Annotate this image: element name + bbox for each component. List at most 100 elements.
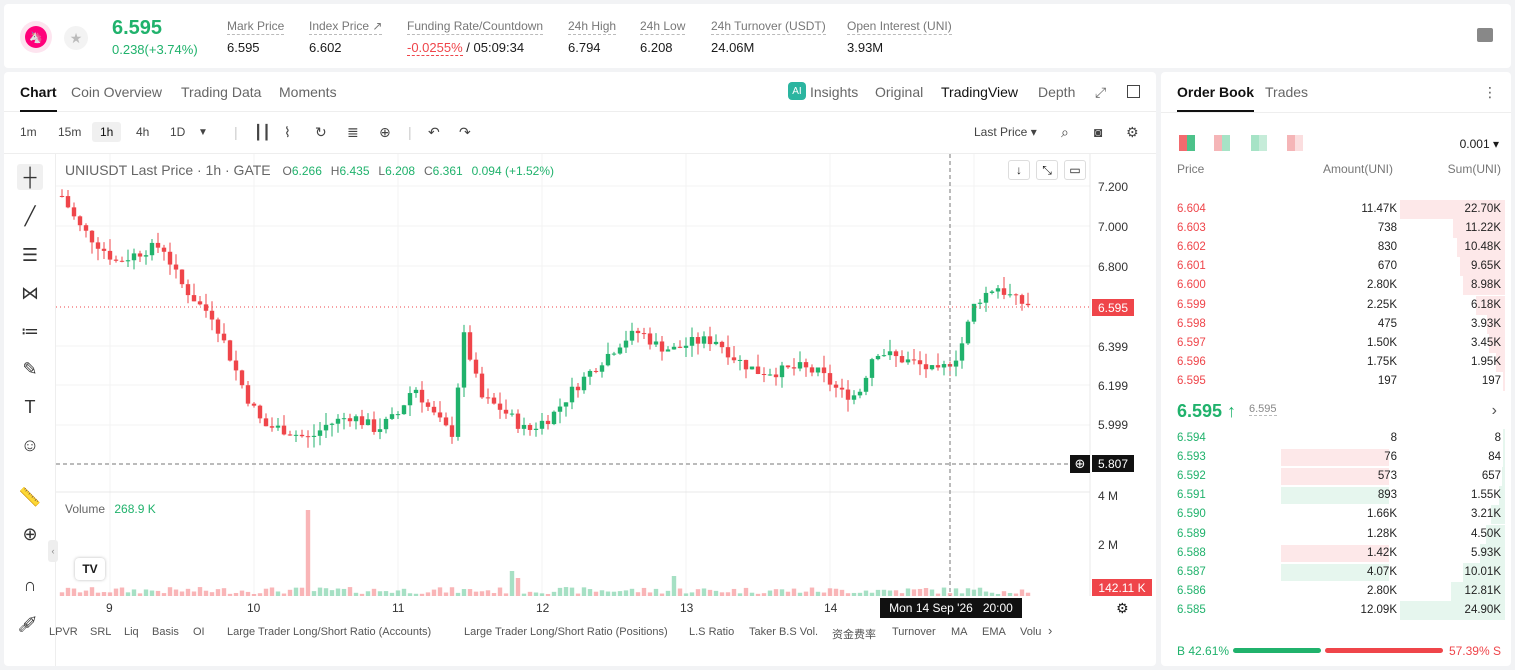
- stat-mark-price[interactable]: Mark Price 6.595: [227, 19, 285, 55]
- view-both-icon[interactable]: [1179, 135, 1195, 151]
- timeframe-1m[interactable]: 1m: [20, 125, 37, 139]
- bid-row[interactable]: 6.589 1.28K 4.50K: [1161, 524, 1511, 544]
- parallel-lines-icon[interactable]: ☰: [21, 244, 39, 265]
- tab-tradingview[interactable]: TradingView: [941, 84, 1019, 100]
- indicator-liq[interactable]: Liq: [124, 626, 139, 638]
- indicator-lpvr[interactable]: LPVR: [49, 626, 78, 638]
- tab-insights[interactable]: Insights: [810, 84, 859, 100]
- bid-row[interactable]: 6.593 76 84: [1161, 448, 1511, 468]
- bid-row[interactable]: 6.590 1.66K 3.21K: [1161, 505, 1511, 525]
- stat-funding-rate[interactable]: Funding Rate/Countdown -0.0255% / 05:09:3…: [407, 19, 544, 56]
- indicator-ls-accounts[interactable]: Large Trader Long/Short Ratio (Accounts): [227, 626, 432, 638]
- bid-row[interactable]: 6.587 4.07K 10.01K: [1161, 562, 1511, 582]
- timeframe-1d[interactable]: 1D: [170, 125, 186, 139]
- indicator-basis[interactable]: Basis: [152, 626, 179, 638]
- brush-icon[interactable]: ✎: [22, 358, 38, 379]
- scroll-down-icon[interactable]: ↓: [1008, 160, 1030, 180]
- redo-icon[interactable]: ↷: [459, 124, 471, 140]
- indicator-oi[interactable]: OI: [193, 626, 205, 638]
- add-order-icon[interactable]: ⊕: [1070, 455, 1090, 473]
- emoji-icon[interactable]: ☺: [20, 434, 40, 455]
- favorite-star-icon[interactable]: ★: [64, 26, 88, 50]
- timeframe-4h[interactable]: 4h: [136, 125, 150, 139]
- tab-order-book[interactable]: Order Book: [1177, 84, 1255, 112]
- add-alert-icon[interactable]: ⊕: [379, 124, 391, 140]
- ask-row[interactable]: 6.600 2.80K 8.98K: [1161, 276, 1511, 296]
- view-compact-icon[interactable]: [1287, 135, 1303, 151]
- volume-bar: [425, 592, 431, 596]
- indicator-ma[interactable]: MA: [951, 626, 968, 638]
- indicators-icon[interactable]: ⌇: [284, 124, 291, 140]
- edit-icon[interactable]: ✐: [18, 621, 29, 636]
- trendline-icon[interactable]: ╱: [24, 205, 36, 226]
- tab-trades[interactable]: Trades: [1265, 84, 1309, 100]
- more-menu-icon[interactable]: ⋮: [1483, 84, 1497, 100]
- ask-row[interactable]: 6.597 1.50K 3.45K: [1161, 333, 1511, 353]
- collapse-toolbar-icon[interactable]: ‹: [48, 540, 58, 562]
- view-bids-icon[interactable]: [1251, 135, 1267, 151]
- indicator-ema[interactable]: EMA: [982, 626, 1006, 638]
- indicator-taker-vol[interactable]: Taker B.S Vol.: [749, 626, 819, 638]
- ask-row[interactable]: 6.598 475 3.93K: [1161, 314, 1511, 334]
- expand-icon[interactable]: ⤢: [1095, 84, 1107, 100]
- ask-row[interactable]: 6.599 2.25K 6.18K: [1161, 295, 1511, 315]
- bid-row[interactable]: 6.591 893 1.55K: [1161, 486, 1511, 506]
- candle-body: [935, 365, 941, 368]
- bid-row[interactable]: 6.594 8 8: [1161, 429, 1511, 448]
- ask-row[interactable]: 6.602 830 10.48K: [1161, 238, 1511, 258]
- crosshair-icon[interactable]: ┼: [17, 164, 43, 190]
- view-asks-icon[interactable]: [1214, 135, 1230, 151]
- ask-row[interactable]: 6.595 197 197: [1161, 371, 1511, 391]
- pattern-icon[interactable]: ⋈: [21, 282, 39, 303]
- fib-icon[interactable]: ≔: [21, 320, 39, 341]
- book-icon[interactable]: [1477, 28, 1493, 42]
- indicator-ls-ratio[interactable]: L.S Ratio: [689, 626, 735, 638]
- tab-trading-data[interactable]: Trading Data: [181, 84, 262, 100]
- ruler-icon[interactable]: 📏: [18, 486, 42, 507]
- indicator-ls-positions[interactable]: Large Trader Long/Short Ratio (Positions…: [464, 626, 668, 638]
- tab-depth[interactable]: Depth: [1038, 84, 1076, 100]
- stat-index-price[interactable]: Index Price ↗ 6.602: [309, 19, 383, 55]
- timeframe-1h[interactable]: 1h: [92, 122, 122, 142]
- tab-original[interactable]: Original: [875, 84, 924, 100]
- price-source-select[interactable]: Last Price ▾: [974, 125, 1037, 139]
- bid-row[interactable]: 6.585 12.09K 24.90K: [1161, 600, 1511, 620]
- scroll-right-icon[interactable]: ›: [1048, 623, 1053, 638]
- collapse-icon[interactable]: ⤡: [1036, 160, 1058, 180]
- timeframe-dropdown-icon[interactable]: ▼: [198, 127, 208, 138]
- chart-settings-icon[interactable]: ▭: [1064, 160, 1086, 180]
- ask-row[interactable]: 6.601 670 9.65K: [1161, 257, 1511, 277]
- reset-chart-icon[interactable]: ⚙: [1116, 600, 1129, 616]
- bid-row[interactable]: 6.588 1.42K 5.93K: [1161, 543, 1511, 563]
- camera-icon[interactable]: ◙: [1094, 124, 1103, 140]
- precision-select[interactable]: 0.001 ▾: [1459, 137, 1499, 151]
- bid-row[interactable]: 6.592 573 657: [1161, 467, 1511, 487]
- chevron-right-icon[interactable]: ›: [1491, 402, 1497, 419]
- candle-body: [245, 385, 251, 404]
- candle-type-icon[interactable]: ┃┃: [254, 124, 271, 140]
- indicator-volume[interactable]: Volu: [1020, 626, 1042, 638]
- bid-row[interactable]: 6.586 2.80K 12.81K: [1161, 581, 1511, 601]
- indicator-turnover[interactable]: Turnover: [892, 626, 936, 638]
- undo-icon[interactable]: ↶: [428, 124, 440, 140]
- tab-coin-overview[interactable]: Coin Overview: [71, 84, 163, 100]
- ask-row[interactable]: 6.603 738 11.22K: [1161, 219, 1511, 239]
- tab-moments[interactable]: Moments: [279, 84, 337, 100]
- tab-chart[interactable]: Chart: [20, 84, 57, 112]
- compare-icon[interactable]: ↻: [315, 124, 327, 140]
- timeframe-15m[interactable]: 15m: [58, 125, 82, 139]
- pencil-lock-icon[interactable]: ✐: [22, 612, 38, 633]
- indicator-funding[interactable]: 资金费率: [832, 629, 876, 641]
- ask-row[interactable]: 6.596 1.75K 1.95K: [1161, 352, 1511, 372]
- search-icon[interactable]: ⌕: [1061, 124, 1069, 140]
- volume-bar: [839, 589, 845, 596]
- templates-icon[interactable]: ≣: [347, 124, 359, 140]
- indicator-srl[interactable]: SRL: [90, 626, 112, 638]
- settings-gear-icon[interactable]: ⚙: [1126, 124, 1139, 140]
- zoom-in-icon[interactable]: ⊕: [22, 523, 38, 544]
- magnet-icon[interactable]: ∩: [23, 574, 37, 595]
- text-tool-icon[interactable]: T: [24, 396, 36, 417]
- window-icon[interactable]: [1127, 85, 1140, 98]
- ask-row[interactable]: 6.604 11.47K 22.70K: [1161, 200, 1511, 219]
